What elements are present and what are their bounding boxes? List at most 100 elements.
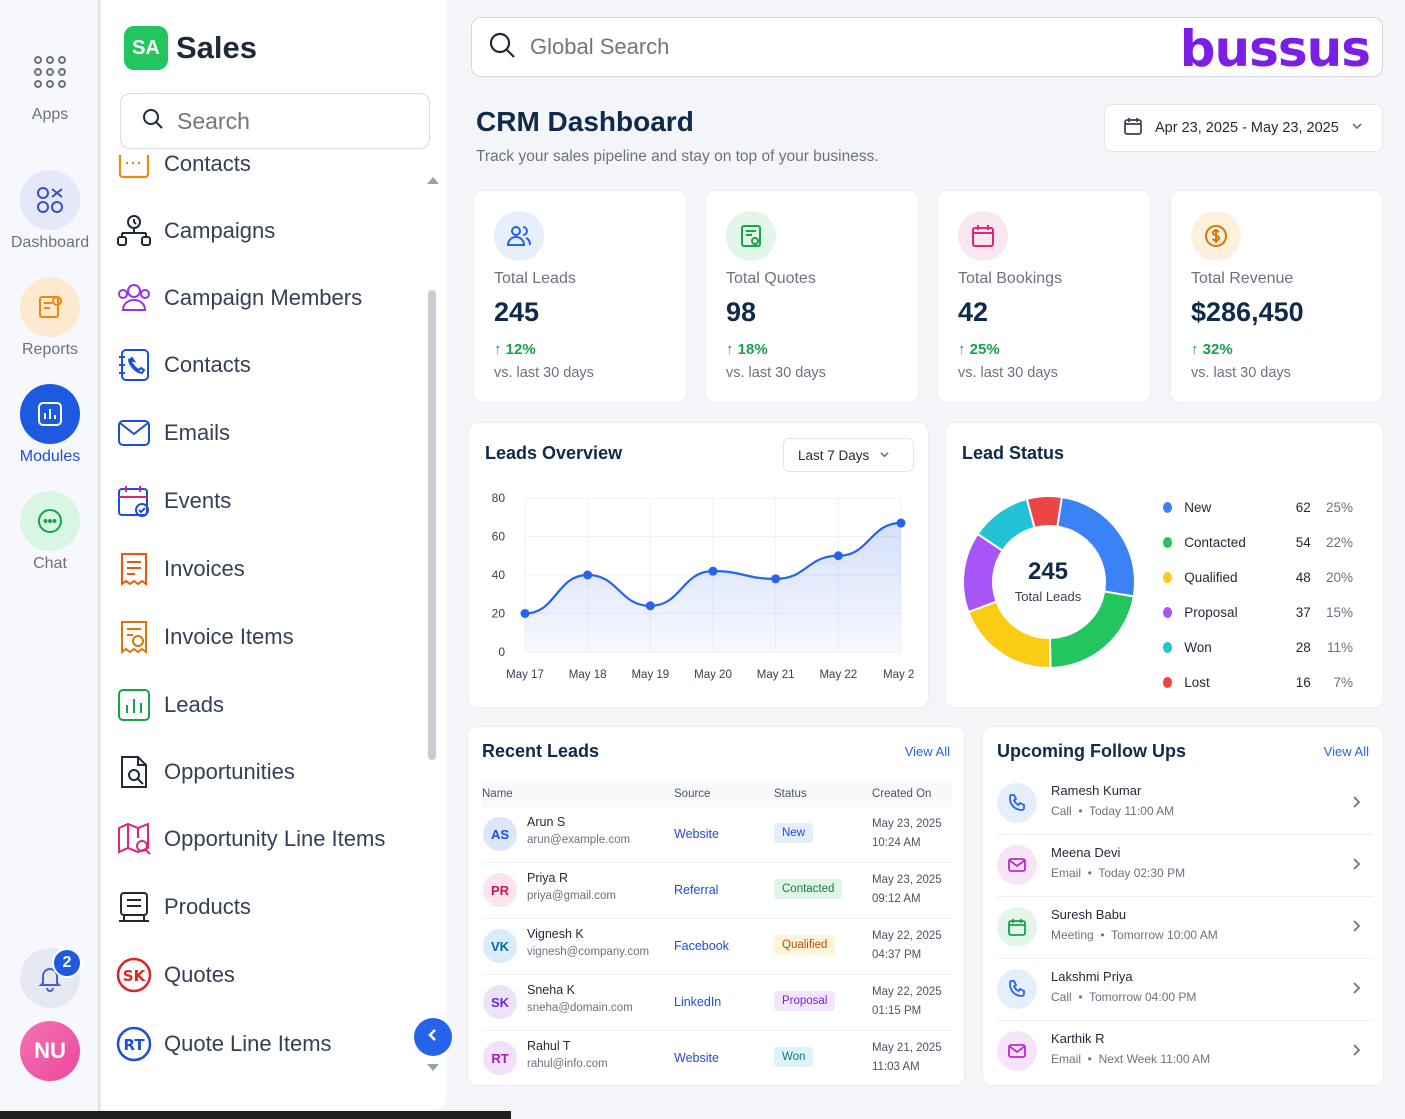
- module-item-products[interactable]: Products: [116, 884, 251, 930]
- chevron-right-icon: [1351, 1043, 1361, 1062]
- stat-label: Total Revenue: [1191, 270, 1294, 287]
- rail-chat[interactable]: Chat: [0, 491, 100, 573]
- follow-up-type: Call: [1051, 990, 1072, 1004]
- module-item-quote-line-items[interactable]: RT Quote Line Items: [116, 1021, 332, 1067]
- table-row[interactable]: RT Rahul T rahul@info.com Website Won Ma…: [482, 1031, 952, 1087]
- x-tick-label: May 2: [883, 669, 914, 681]
- lead-name: Sneha K: [527, 983, 575, 997]
- table-row[interactable]: SK Sneha K sneha@domain.com LinkedIn Pro…: [482, 975, 952, 1031]
- avatar: NU: [20, 1021, 80, 1081]
- bar-chart-icon: [116, 687, 152, 723]
- date-range-label: Apr 23, 2025 - May 23, 2025: [1155, 120, 1339, 136]
- y-tick-label: 80: [492, 491, 506, 505]
- modules-search-input[interactable]: [177, 107, 417, 135]
- rail-chat-label: Chat: [33, 555, 67, 572]
- stat-card-total-leads[interactable]: Total Leads 245 ↑ 12% vs. last 30 days: [473, 190, 687, 403]
- rail-modules[interactable]: Modules: [0, 384, 100, 466]
- module-item-campaigns[interactable]: Campaigns: [116, 208, 275, 254]
- module-item-opportunity-line-items[interactable]: Opportunity Line Items: [116, 816, 385, 862]
- svg-text:SK: SK: [123, 967, 147, 985]
- lead-status-title: Lead Status: [962, 443, 1065, 463]
- calendar-icon: [997, 907, 1037, 947]
- module-item-events[interactable]: Events: [116, 478, 231, 524]
- module-item-leads[interactable]: Leads: [116, 682, 224, 728]
- follow-up-when: Tomorrow 10:00 AM: [1111, 928, 1218, 942]
- x-tick-label: May 22: [819, 669, 857, 681]
- module-item-campaign-members[interactable]: Campaign Members: [116, 275, 362, 321]
- module-label: Campaign Members: [164, 285, 363, 310]
- lead-email: rahul@info.com: [527, 1058, 608, 1070]
- module-label: Opportunities: [164, 759, 295, 784]
- module-item-opportunities[interactable]: Opportunities: [116, 749, 295, 795]
- range-select[interactable]: Last 7 Days: [783, 438, 914, 472]
- table-row[interactable]: VK Vignesh K vignesh@company.com Faceboo…: [482, 919, 952, 975]
- scroll-down-icon[interactable]: [426, 1060, 440, 1078]
- lead-name: Rahul T: [527, 1039, 571, 1053]
- lead-time: 01:15 PM: [872, 1005, 922, 1017]
- follow-up-meta: Meeting • Tomorrow 10:00 AM: [1051, 928, 1218, 942]
- follow-ups-view-all-link[interactable]: View All: [1323, 744, 1369, 759]
- rail-dashboard-label: Dashboard: [10, 234, 90, 251]
- leads-overview-title: Leads Overview: [485, 443, 623, 463]
- stat-card-total-bookings[interactable]: Total Bookings 42 ↑ 25% vs. last 30 days: [937, 190, 1151, 403]
- receipt-icon: [116, 551, 152, 587]
- data-point: [583, 570, 593, 580]
- rail-apps[interactable]: Apps: [0, 42, 100, 124]
- recent-leads-view-all-link[interactable]: View All: [904, 744, 950, 759]
- follow-up-item[interactable]: Karthik R Email • Next Week 11:00 AM: [997, 1021, 1373, 1083]
- follow-up-item[interactable]: Lakshmi Priya Call • Tomorrow 04:00 PM: [997, 959, 1373, 1021]
- chart-area: [525, 523, 901, 652]
- modules-scrollbar[interactable]: [428, 290, 436, 760]
- modules-search[interactable]: [120, 93, 430, 149]
- rail-dashboard[interactable]: Dashboard: [0, 170, 100, 252]
- date-range-picker[interactable]: Apr 23, 2025 - May 23, 2025: [1104, 104, 1383, 152]
- collapse-sidebar-button[interactable]: [414, 1018, 452, 1056]
- chevron-down-icon: [879, 448, 890, 463]
- avatar: VK: [483, 929, 517, 963]
- module-item-emails[interactable]: Emails: [116, 410, 230, 456]
- rail-notifications[interactable]: 2: [0, 948, 100, 1008]
- svg-text:RT: RT: [123, 1036, 145, 1054]
- lead-date: May 23, 2025: [872, 818, 942, 830]
- page-title: CRM Dashboard: [476, 106, 694, 137]
- table-header: Name Source Status Created On: [482, 781, 952, 807]
- bell-icon: 2: [20, 948, 82, 1008]
- global-search[interactable]: bussus: [471, 17, 1383, 78]
- module-label: Leads: [164, 692, 224, 717]
- lead-time: 09:12 AM: [872, 893, 921, 905]
- bottom-edge: [0, 1111, 511, 1119]
- follow-up-when: Next Week 11:00 AM: [1098, 1052, 1211, 1066]
- module-item-contacts[interactable]: Contacts: [116, 342, 251, 388]
- module-item-partial[interactable]: Contacts: [116, 155, 251, 187]
- y-tick-label: 60: [492, 530, 506, 544]
- global-search-input[interactable]: [530, 34, 1130, 60]
- stat-change-value: 18%: [737, 341, 768, 358]
- column-header: Status: [774, 788, 807, 800]
- follow-up-type: Meeting: [1051, 928, 1094, 942]
- app-rail: Apps Dashboard Reports Modules Chat 2 NU: [0, 0, 100, 1119]
- lead-created: May 23, 2025 09:12 AM: [872, 871, 942, 909]
- module-item-quotes[interactable]: SK Quotes: [116, 952, 235, 998]
- scroll-up-icon[interactable]: [426, 172, 440, 190]
- module-item-invoices[interactable]: Invoices: [116, 546, 245, 592]
- module-item-invoice-items[interactable]: Invoice Items: [116, 614, 294, 660]
- range-select-label: Last 7 Days: [798, 447, 870, 463]
- lead-date: May 23, 2025: [872, 874, 942, 886]
- stat-card-total-revenue[interactable]: Total Revenue $286,450 ↑ 32% vs. last 30…: [1170, 190, 1383, 403]
- follow-up-meta: Email • Today 02:30 PM: [1051, 866, 1186, 880]
- status-badge: Contacted: [774, 879, 843, 899]
- rail-reports[interactable]: Reports: [0, 277, 100, 359]
- table-row[interactable]: AS Arun S arun@example.com Website New M…: [482, 807, 952, 863]
- follow-up-item[interactable]: Suresh Babu Meeting • Tomorrow 10:00 AM: [997, 897, 1373, 959]
- lead-created: May 22, 2025 04:37 PM: [872, 927, 942, 965]
- follow-up-name: Lakshmi Priya: [1051, 969, 1133, 984]
- legend-dot: [1163, 502, 1173, 513]
- stat-card-total-quotes[interactable]: Total Quotes 98 ↑ 18% vs. last 30 days: [705, 190, 919, 403]
- follow-up-item[interactable]: Meena Devi Email • Today 02:30 PM: [997, 835, 1373, 897]
- calendar-icon: [116, 483, 152, 519]
- follow-up-item[interactable]: Ramesh Kumar Call • Today 11:00 AM: [997, 773, 1373, 835]
- table-row[interactable]: PR Priya R priya@gmail.com Referral Cont…: [482, 863, 952, 919]
- phone-icon: [997, 969, 1037, 1009]
- user-avatar[interactable]: NU: [0, 1021, 100, 1081]
- donut-slice-qualified: [967, 600, 1052, 669]
